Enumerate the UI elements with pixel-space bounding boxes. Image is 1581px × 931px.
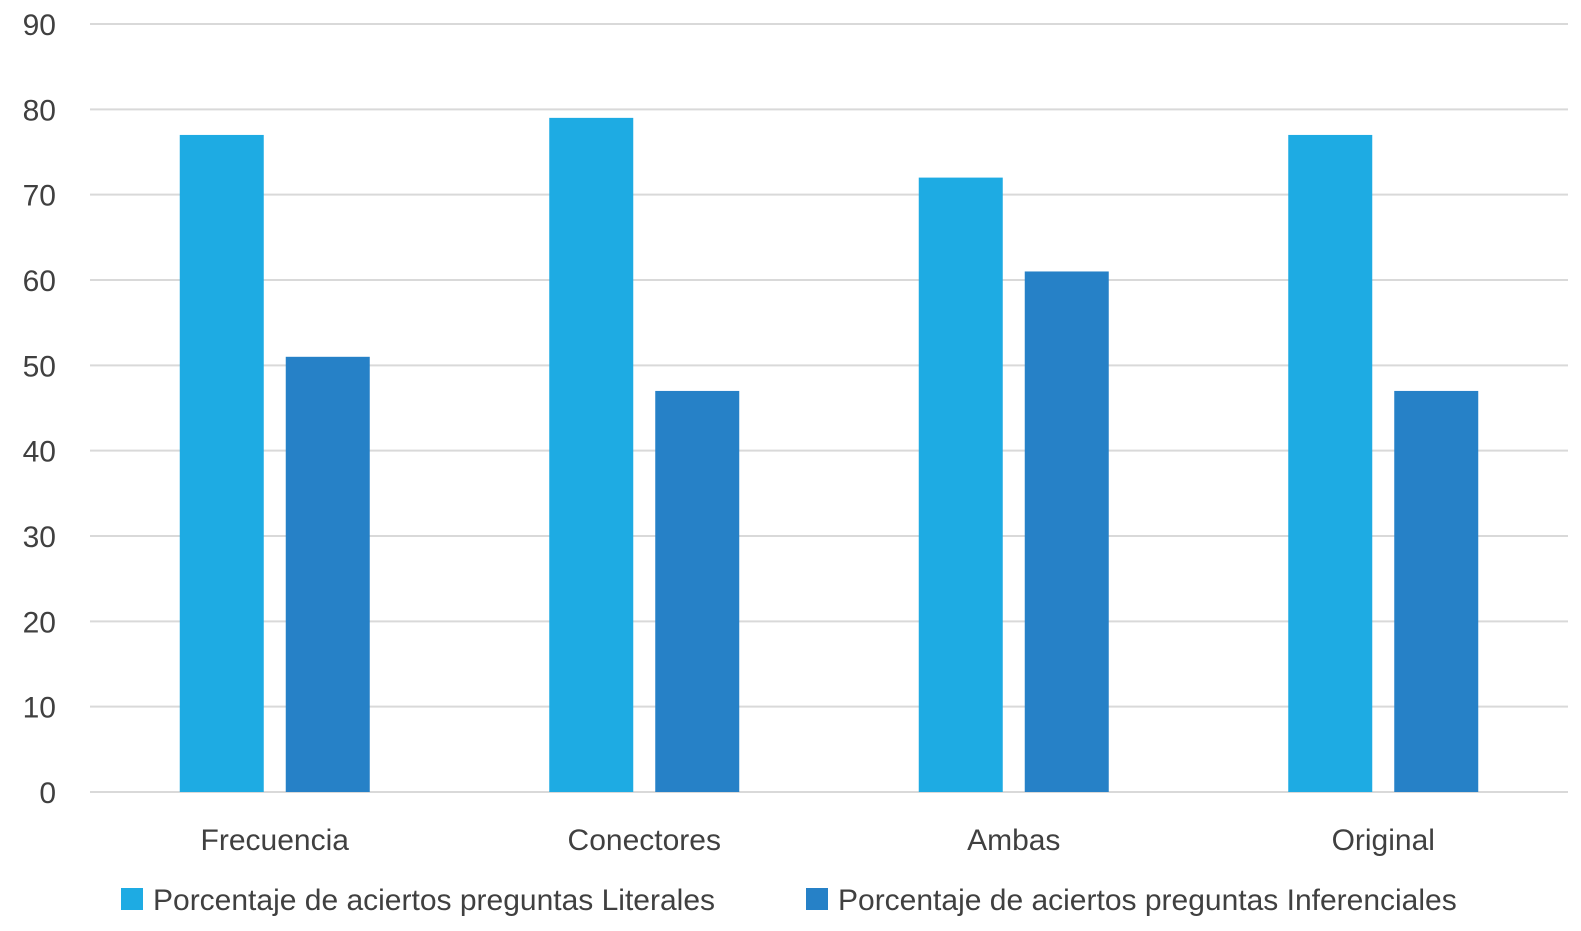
bar-inferenciales-original xyxy=(1394,390,1479,792)
y-tick-label: 90 xyxy=(23,9,56,42)
y-tick-label: 20 xyxy=(23,606,56,639)
x-category-label: Ambas xyxy=(967,824,1060,857)
y-tick-label: 50 xyxy=(23,350,56,383)
legend-swatch xyxy=(121,888,143,910)
x-category-label: Frecuencia xyxy=(201,824,350,857)
legend: Porcentaje de aciertos preguntas Literal… xyxy=(121,884,1457,917)
bar-literales-original xyxy=(1288,134,1373,792)
y-tick-label: 70 xyxy=(23,180,56,213)
y-tick-label: 80 xyxy=(23,94,56,127)
y-tick-label: 40 xyxy=(23,436,56,469)
y-tick-label: 10 xyxy=(23,692,56,725)
legend-label: Porcentaje de aciertos preguntas Inferen… xyxy=(838,884,1457,917)
y-tick-label: 30 xyxy=(23,521,56,554)
legend-swatch xyxy=(806,888,828,910)
y-tick-label: 60 xyxy=(23,265,56,298)
y-tick-label: 0 xyxy=(39,777,56,810)
bar-inferenciales-frecuencia xyxy=(285,356,370,792)
bar-inferenciales-conectores xyxy=(655,390,740,792)
bar-inferenciales-ambas xyxy=(1024,271,1109,792)
bar-literales-ambas xyxy=(918,177,1003,793)
bar-literales-frecuencia xyxy=(179,134,264,792)
legend-label: Porcentaje de aciertos preguntas Literal… xyxy=(153,884,715,917)
x-category-label: Original xyxy=(1332,824,1435,857)
bar-literales-conectores xyxy=(549,117,634,792)
bars xyxy=(179,117,1479,793)
y-axis-tick-labels: 0 10 20 30 40 50 60 70 80 90 xyxy=(23,9,56,810)
x-category-label: Conectores xyxy=(568,824,721,857)
x-axis-category-labels: Frecuencia Conectores Ambas Original xyxy=(201,824,1435,857)
